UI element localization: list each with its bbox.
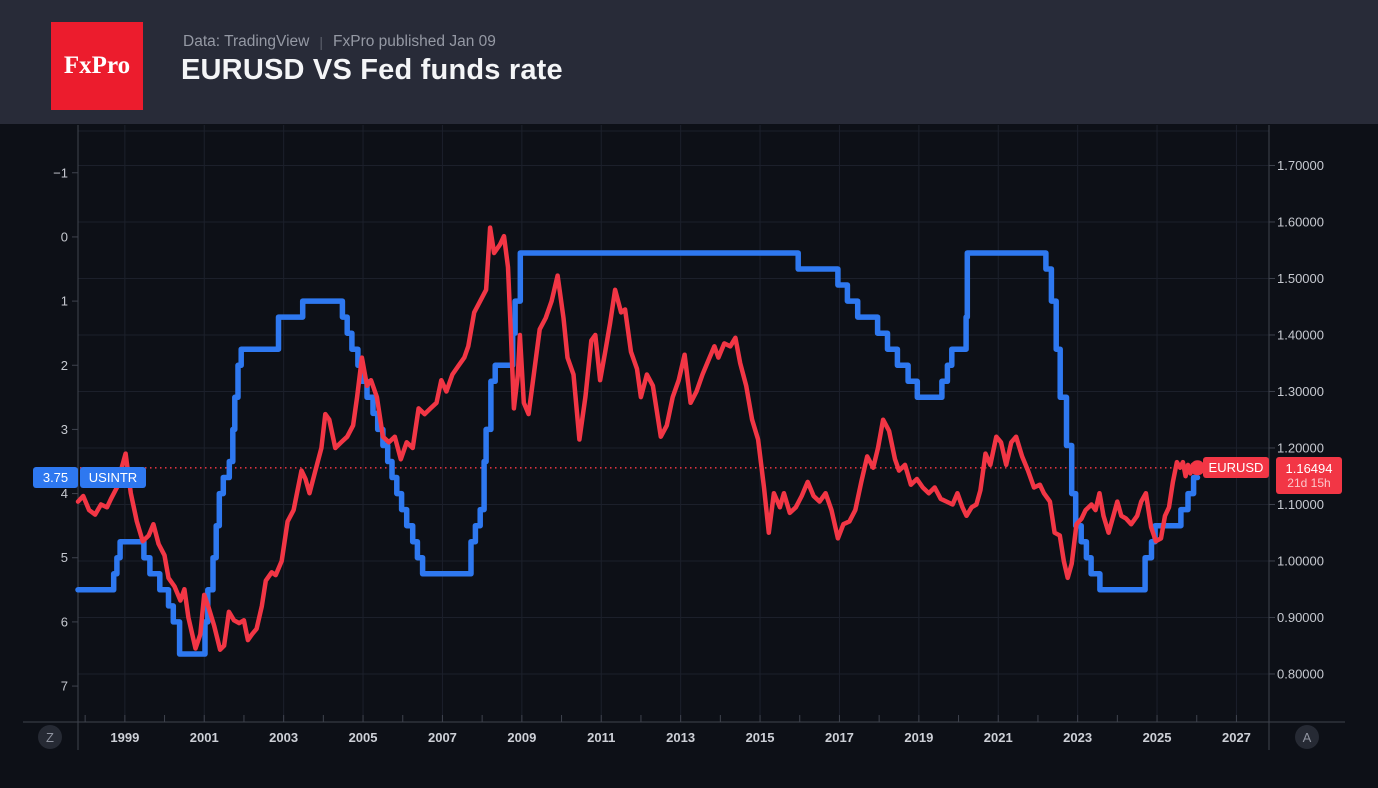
usintr-series-label[interactable]: USINTR <box>80 467 146 488</box>
svg-text:1999: 1999 <box>110 730 139 745</box>
svg-text:1.00000: 1.00000 <box>1277 553 1324 568</box>
svg-text:2021: 2021 <box>984 730 1013 745</box>
svg-text:7: 7 <box>61 679 68 694</box>
zoom-reset-button[interactable]: Z <box>38 725 62 749</box>
svg-text:−1: −1 <box>53 165 68 180</box>
svg-text:2007: 2007 <box>428 730 457 745</box>
eurusd-last-price: 1.16494 <box>1285 461 1333 476</box>
fxpro-logo: FxPro <box>51 22 143 110</box>
header: FxPro Data: TradingView | FxPro publishe… <box>0 0 1378 124</box>
svg-text:2025: 2025 <box>1143 730 1172 745</box>
svg-text:3: 3 <box>61 422 68 437</box>
svg-text:2011: 2011 <box>587 730 615 745</box>
attribution-button[interactable]: A <box>1295 725 1319 749</box>
data-source-line: Data: TradingView | FxPro published Jan … <box>183 33 496 51</box>
page-title: EURUSD VS Fed funds rate <box>181 54 563 86</box>
svg-text:4: 4 <box>61 486 68 501</box>
svg-text:1.70000: 1.70000 <box>1277 158 1324 173</box>
svg-text:2023: 2023 <box>1063 730 1092 745</box>
logo-text: FxPro <box>63 52 131 79</box>
svg-text:1.40000: 1.40000 <box>1277 327 1324 342</box>
svg-text:0.80000: 0.80000 <box>1277 666 1324 681</box>
svg-text:2013: 2013 <box>666 730 695 745</box>
svg-text:5: 5 <box>61 550 68 565</box>
svg-text:2015: 2015 <box>746 730 775 745</box>
svg-text:1.30000: 1.30000 <box>1277 384 1324 399</box>
usintr-axis-price-badge: 3.75 <box>33 467 78 488</box>
svg-text:2009: 2009 <box>507 730 536 745</box>
svg-text:1.60000: 1.60000 <box>1277 214 1324 229</box>
svg-text:1.20000: 1.20000 <box>1277 440 1324 455</box>
price-chart[interactable]: −1 0 1 2 3 4 5 6 7 1.70000 1.60000 1.50000 1.40000 1.… <box>0 124 1378 788</box>
svg-text:2019: 2019 <box>904 730 933 745</box>
svg-text:2: 2 <box>61 358 68 373</box>
svg-text:2017: 2017 <box>825 730 854 745</box>
svg-text:1.50000: 1.50000 <box>1277 271 1324 286</box>
svg-text:6: 6 <box>61 614 68 629</box>
bar-countdown: 21d 15h <box>1287 476 1331 490</box>
svg-text:1: 1 <box>61 294 68 309</box>
published-date: FxPro published Jan 09 <box>333 33 496 50</box>
svg-text:2001: 2001 <box>190 730 219 745</box>
separator: | <box>319 34 324 50</box>
svg-text:1.10000: 1.10000 <box>1277 497 1324 512</box>
svg-text:0: 0 <box>61 229 68 244</box>
chart-area[interactable]: −1 0 1 2 3 4 5 6 7 1.70000 1.60000 1.50000 1.40000 1.… <box>0 124 1378 788</box>
svg-text:0.90000: 0.90000 <box>1277 610 1324 625</box>
svg-text:2005: 2005 <box>349 730 378 745</box>
eurusd-series-label[interactable]: EURUSD <box>1203 457 1269 478</box>
svg-text:2003: 2003 <box>269 730 298 745</box>
svg-text:2027: 2027 <box>1222 730 1251 745</box>
eurusd-axis-price-badge: 1.16494 21d 15h <box>1276 457 1342 494</box>
data-source-text: Data: TradingView <box>183 33 310 50</box>
